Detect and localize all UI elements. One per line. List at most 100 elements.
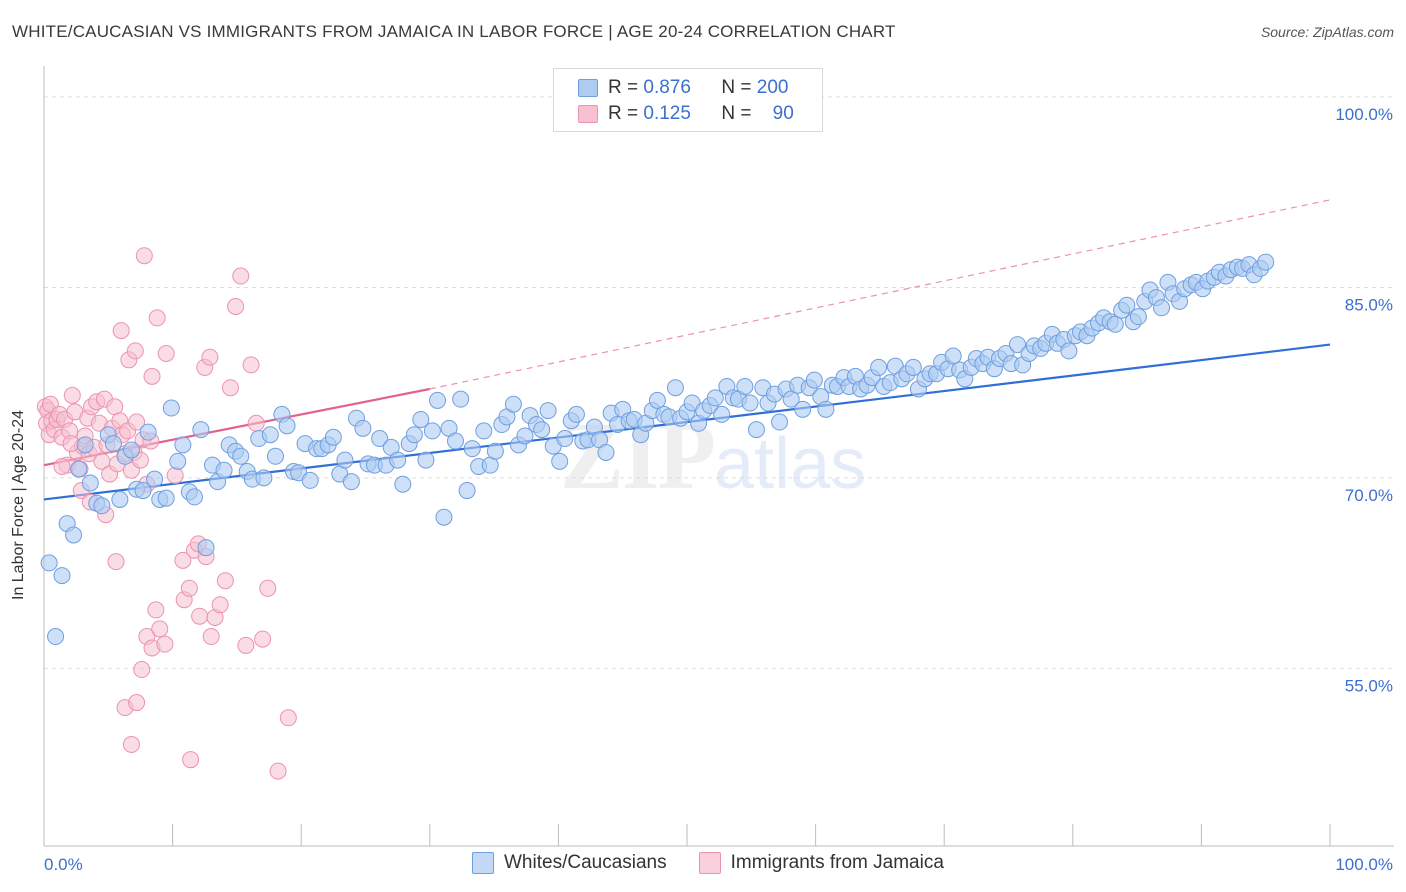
jamaica-point — [166, 466, 184, 484]
jamaica-point — [151, 620, 169, 638]
legend-row-white: R = 0.876 N = 200 — [578, 76, 788, 100]
jamaica-point — [269, 762, 287, 780]
jamaica-point — [147, 601, 165, 619]
jamaica-point — [237, 636, 255, 654]
white-point — [197, 539, 215, 557]
white-point — [232, 447, 250, 465]
tick-labels: 55.0% 70.0% 85.0% 100.0% 0.0% 100.0% — [44, 105, 1393, 874]
white-point — [405, 426, 423, 444]
y-tick-label: 85.0% — [1345, 295, 1393, 314]
white-point — [597, 443, 615, 461]
white-point — [53, 567, 71, 585]
y-tick-label: 70.0% — [1345, 486, 1393, 505]
jamaica-point — [112, 322, 130, 340]
jamaica-point — [62, 435, 80, 453]
jamaica-point — [232, 267, 250, 285]
whites-legend-swatch-icon — [472, 852, 494, 874]
jamaica-point — [128, 694, 146, 712]
white-point — [458, 482, 476, 500]
jamaica-point — [201, 348, 219, 366]
white-point — [81, 474, 99, 492]
white-point — [817, 400, 835, 418]
jamaica-point — [53, 457, 71, 475]
white-point — [486, 442, 504, 460]
white-point — [516, 427, 534, 445]
white-point — [1153, 299, 1171, 317]
white-point — [174, 436, 192, 454]
white-point — [47, 628, 65, 646]
jamaica-point — [143, 367, 161, 385]
jamaica-point — [180, 579, 198, 597]
white-point — [157, 489, 175, 507]
jamaica-point — [157, 344, 175, 362]
jamaica-legend-swatch-icon — [698, 852, 721, 874]
white-point — [904, 358, 922, 376]
white-point — [139, 423, 157, 441]
jamaica-point — [191, 607, 209, 625]
white-point — [371, 430, 389, 448]
white-point — [782, 390, 800, 408]
legend-item-jamaica[interactable]: Immigrants from Jamaica — [698, 852, 944, 874]
white-point — [533, 421, 551, 439]
x-tick-label: 0.0% — [44, 855, 83, 874]
white-r-value: 0.876 — [643, 77, 691, 98]
legend-row-jamaica: R = 0.125 N = 90 — [578, 102, 794, 126]
white-point — [463, 440, 481, 458]
white-point — [447, 432, 465, 450]
white-point — [1118, 296, 1136, 314]
jamaica-point — [122, 735, 140, 753]
jamaica-point — [279, 709, 297, 727]
legend-label-whites: Whites/Caucasians — [504, 852, 667, 873]
white-point — [435, 508, 453, 526]
white-point — [215, 461, 233, 479]
white-point — [1060, 342, 1078, 360]
legend-item-whites[interactable]: Whites/Caucasians — [472, 852, 667, 874]
white-point — [747, 421, 765, 439]
white-point — [336, 451, 354, 469]
y-tick-label: 55.0% — [1345, 676, 1393, 695]
white-point — [706, 389, 724, 407]
white-point — [771, 413, 789, 431]
white-point — [70, 460, 88, 478]
white-point — [185, 488, 203, 506]
white-n-value: 200 — [756, 77, 789, 98]
white-point — [278, 417, 296, 435]
jamaica-point — [227, 297, 245, 315]
white-point — [301, 471, 319, 489]
jamaica-n-value: 90 — [772, 103, 794, 124]
x-tick-label: 100.0% — [1335, 855, 1393, 874]
jamaica-point — [211, 596, 229, 614]
white-point — [870, 358, 888, 376]
white-point — [452, 390, 470, 408]
white-point — [394, 475, 412, 493]
jamaica-point — [259, 579, 277, 597]
data-points — [36, 247, 1275, 780]
jamaica-r-value: 0.125 — [643, 103, 691, 124]
y-tick-label: 100.0% — [1335, 105, 1393, 124]
legend-label-jamaica: Immigrants from Jamaica — [730, 852, 944, 873]
white-point — [1129, 308, 1147, 326]
white-point — [539, 402, 557, 420]
white-point — [255, 469, 273, 487]
white-point — [666, 379, 684, 397]
white-point — [736, 377, 754, 395]
white-point — [1106, 315, 1124, 333]
jamaica-point — [156, 635, 174, 653]
series-legend: Whites/Caucasians Immigrants from Jamaic… — [472, 852, 976, 874]
jamaica-point — [216, 572, 234, 590]
jamaica-point — [182, 751, 200, 769]
jamaica-point — [126, 342, 144, 360]
white-point — [504, 395, 522, 413]
white-point — [389, 451, 407, 469]
jamaica-point — [135, 247, 153, 265]
jamaica-point — [128, 413, 146, 431]
white-point — [266, 447, 284, 465]
white-point — [475, 422, 493, 440]
white-point — [134, 482, 152, 500]
jamaica-point — [174, 551, 192, 569]
white-point — [741, 394, 759, 412]
jamaica-point — [247, 414, 265, 432]
white-point — [354, 419, 372, 437]
white-point — [805, 371, 823, 389]
